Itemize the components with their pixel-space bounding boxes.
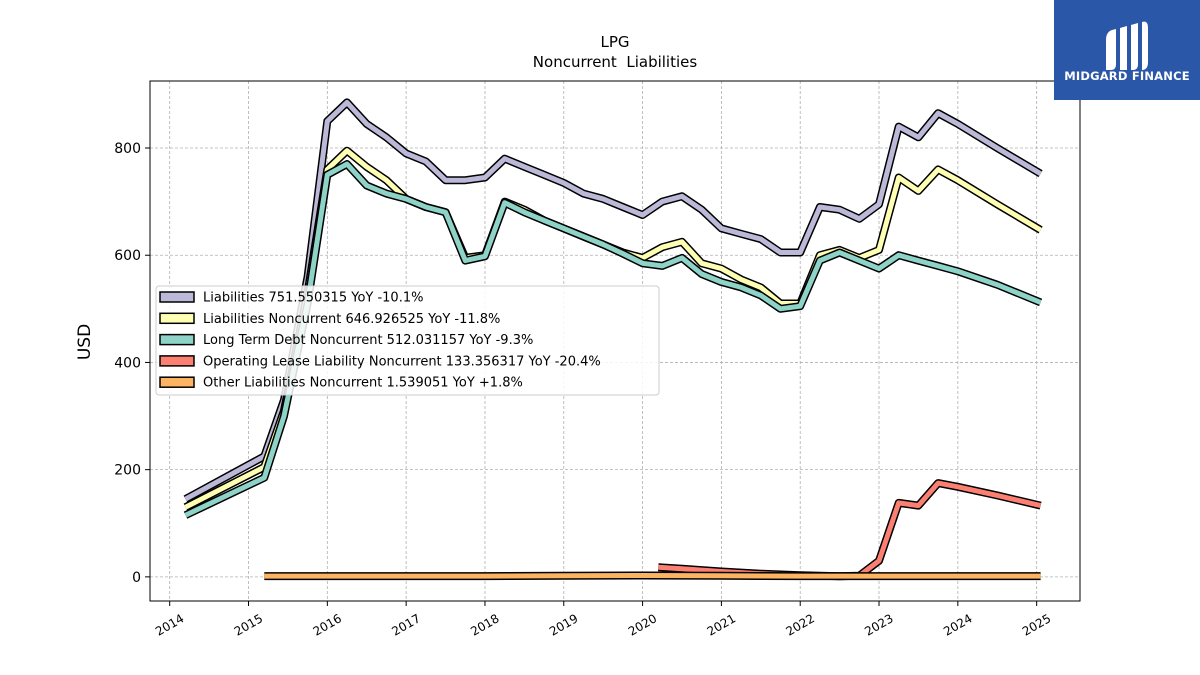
legend-swatch [159, 291, 195, 303]
y-tick-label: 200 [114, 463, 141, 479]
legend-label: Liabilities 751.550315 YoY -10.1% [203, 291, 423, 306]
chart-title: LPG [600, 33, 629, 51]
brand-logo: MIDGARD FINANCE [1054, 0, 1200, 100]
series-line-outline-3 [658, 479, 1042, 581]
x-tick-label: 2025 [1020, 611, 1053, 638]
legend-swatch [159, 312, 195, 325]
series-line-3 [658, 480, 1042, 579]
x-tick-label: 2018 [468, 611, 501, 638]
y-tick-label: 400 [114, 355, 141, 371]
series-line-2 [184, 161, 1042, 518]
series-line-0 [184, 99, 1042, 502]
legend-swatch [159, 355, 195, 367]
legend-label: Long Term Debt Noncurrent 512.031157 YoY… [203, 333, 533, 348]
x-tick-label: 2021 [705, 611, 738, 638]
x-tick-label: 2017 [389, 611, 422, 638]
y-tick-label: 0 [132, 570, 141, 586]
brand-name: MIDGARD FINANCE [1064, 69, 1190, 83]
x-tick-label: 2022 [783, 611, 816, 638]
x-tick-label: 2014 [153, 611, 186, 638]
legend-label: Operating Lease Liability Noncurrent 133… [203, 354, 601, 369]
x-tick-label: 2019 [547, 611, 580, 638]
logo-mark-icon [1106, 21, 1148, 71]
legend-swatch [159, 333, 195, 346]
plot-frame [149, 80, 1081, 602]
legend-label: Other Liabilities Noncurrent 1.539051 Yo… [203, 376, 523, 391]
chart-subtitle: Noncurrent Liabilities [533, 53, 698, 71]
legend: Liabilities 751.550315 YoY -10.1% Liabili… [155, 285, 660, 396]
y-axis-label: USD [75, 324, 95, 360]
x-tick-label: 2020 [626, 611, 659, 638]
legend-swatch [159, 376, 195, 388]
x-tick-label: 2024 [941, 611, 974, 638]
legend-label: Liabilities Noncurrent 646.926525 YoY -1… [203, 312, 500, 327]
series-lines [183, 98, 1043, 581]
y-tick-label: 600 [114, 248, 141, 264]
x-tick-label: 2023 [862, 611, 895, 638]
series-line-4 [264, 573, 1041, 579]
x-tick-label: 2015 [232, 611, 265, 638]
legend-box [155, 285, 660, 396]
x-tick-label: 2016 [311, 611, 344, 638]
y-tick-label: 800 [114, 141, 141, 157]
